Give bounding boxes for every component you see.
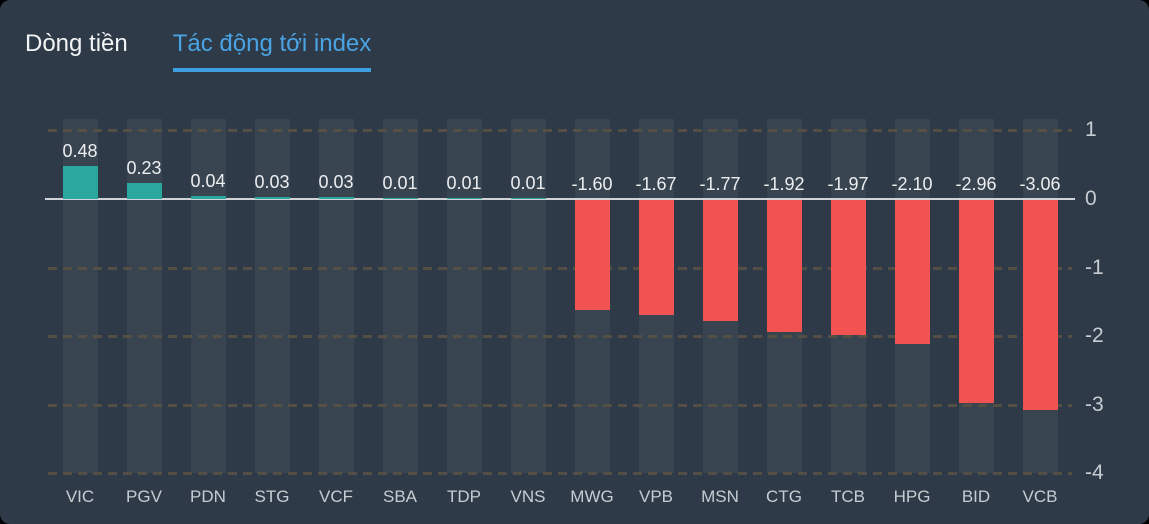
bar-value-label: -1.92 (763, 174, 805, 194)
bar-value-label: 0.04 (190, 171, 226, 192)
bar-VCF[interactable] (318, 196, 354, 199)
bar-VPB[interactable] (638, 200, 674, 315)
bar-HPG[interactable] (894, 200, 930, 345)
column-band (318, 119, 354, 473)
bar-value-label: 0.01 (510, 173, 546, 194)
column-band (126, 119, 162, 473)
x-tick-label-SBA: SBA (382, 487, 418, 506)
bar-VCB[interactable] (1022, 200, 1058, 410)
bar-value-label: 0.01 (382, 173, 418, 194)
tab-tac-dong-toi-index[interactable]: Tác động tới index (172, 30, 372, 72)
bar-value-label: -2.10 (891, 174, 933, 194)
y-tick-label: -2 (1085, 324, 1104, 348)
column-band (446, 119, 482, 473)
bar-SBA[interactable] (382, 198, 418, 199)
tab-bar: Dòng tiền Tác động tới index (25, 30, 372, 72)
x-tick-label-VCB: VCB (1022, 487, 1058, 506)
bar-VIC[interactable] (62, 166, 98, 199)
gridline (48, 472, 1072, 476)
bar-TDP[interactable] (446, 198, 482, 199)
x-tick-label-VIC: VIC (65, 487, 95, 506)
x-tick-label-TCB: TCB (831, 487, 865, 506)
gridline (48, 335, 1072, 339)
x-tick-label-PGV: PGV (126, 487, 162, 506)
zero-axis-line (45, 198, 1075, 200)
x-tick-label-CTG: CTG (766, 487, 802, 506)
bar-value-label: 0.48 (62, 141, 98, 162)
bar-STG[interactable] (254, 196, 290, 199)
bar-value-label: -1.60 (571, 174, 613, 194)
y-tick-label: 0 (1085, 187, 1097, 210)
bar-PGV[interactable] (126, 183, 162, 199)
y-tick-label: -4 (1085, 461, 1104, 485)
x-tick-label-BID: BID (961, 487, 991, 506)
x-tick-label-HPG: HPG (893, 487, 931, 506)
y-tick-label: -3 (1085, 392, 1104, 416)
column-band (254, 119, 290, 473)
y-tick-label: 1 (1085, 118, 1097, 142)
x-tick-label-VCF: VCF (319, 487, 353, 506)
gridline (48, 403, 1072, 407)
x-tick-label-PDN: PDN (190, 487, 226, 506)
bar-value-label: -3.06 (1019, 174, 1061, 194)
bar-value-label: -2.96 (955, 174, 997, 194)
bar-value-label: -1.77 (699, 174, 741, 194)
bar-PDN[interactable] (190, 196, 226, 199)
bar-value-label: 0.23 (126, 158, 162, 179)
bar-CTG[interactable] (766, 200, 802, 332)
x-tick-label-VNS: VNS (510, 487, 546, 506)
bar-TCB[interactable] (830, 200, 866, 336)
x-tick-label-MSN: MSN (701, 487, 739, 506)
column-band (510, 119, 546, 473)
bar-value-label: 0.03 (318, 171, 354, 192)
bar-BID[interactable] (958, 200, 994, 404)
x-tick-label-MWG: MWG (570, 487, 614, 506)
x-tick-label-STG: STG (254, 487, 290, 506)
gridline (48, 129, 1072, 133)
bar-MSN[interactable] (702, 200, 738, 322)
bar-value-label: 0.01 (446, 173, 482, 194)
gridline (48, 266, 1072, 270)
bar-value-label: -1.67 (635, 174, 677, 194)
y-tick-label: -1 (1085, 255, 1104, 279)
bar-value-label: 0.03 (254, 171, 290, 192)
bar-VNS[interactable] (510, 198, 546, 199)
x-tick-label-VPB: VPB (638, 487, 674, 506)
bar-MWG[interactable] (574, 200, 610, 310)
bar-value-label: -1.97 (827, 174, 869, 194)
x-tick-label-TDP: TDP (447, 487, 481, 506)
column-band (190, 119, 226, 473)
tab-dong-tien[interactable]: Dòng tiền (25, 30, 128, 57)
column-band (382, 119, 418, 473)
